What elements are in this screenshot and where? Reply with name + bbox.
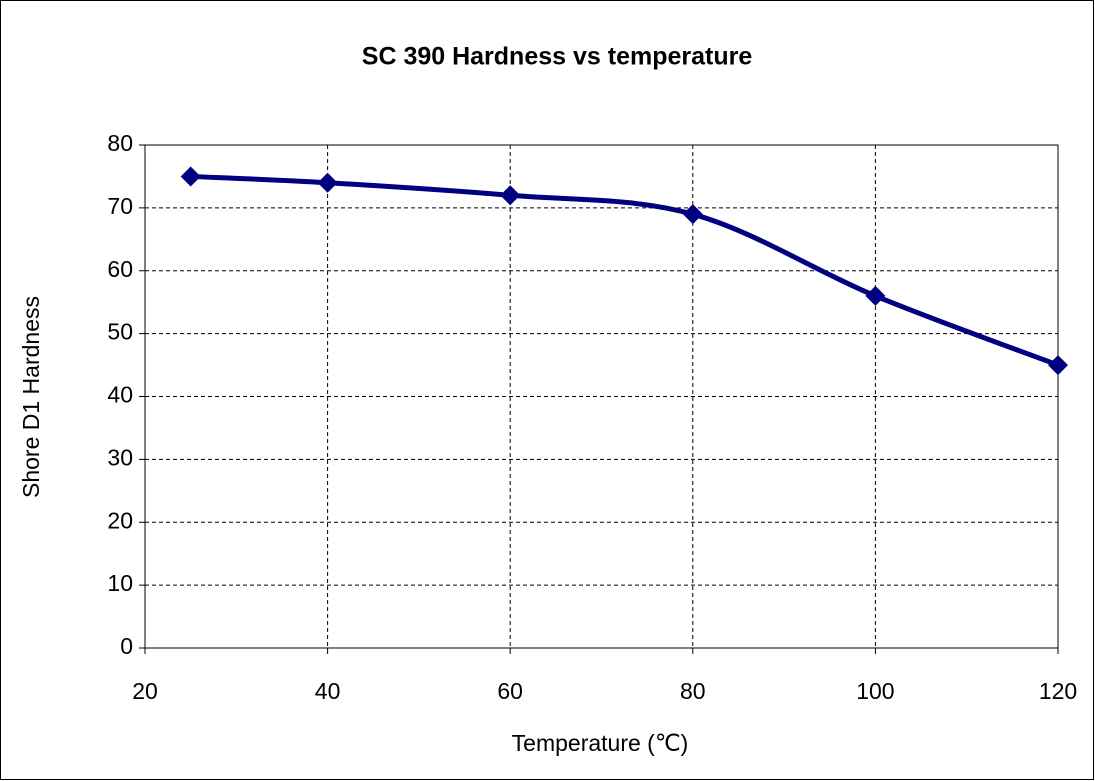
marker	[317, 172, 338, 193]
chart-title: SC 390 Hardness vs temperature	[362, 43, 753, 71]
x-tick-label: 40	[315, 678, 341, 704]
marker	[500, 185, 521, 206]
y-axis-label: Shore D1 Hardness	[18, 296, 44, 498]
y-tick-label: 0	[120, 633, 133, 659]
y-tick-label: 30	[107, 444, 133, 470]
plot-border	[144, 144, 1059, 649]
x-tick-label: 80	[680, 678, 706, 704]
y-tick-label: 20	[107, 507, 133, 533]
y-tick-label: 60	[107, 256, 133, 282]
marker	[180, 166, 201, 187]
x-tick-label: 120	[1039, 678, 1077, 704]
marker	[865, 285, 886, 306]
x-tick-label: 20	[132, 678, 158, 704]
y-tick-label: 10	[107, 570, 133, 596]
x-tick-label: 60	[497, 678, 523, 704]
x-tick-label: 100	[856, 678, 894, 704]
marker	[1048, 355, 1068, 376]
y-tick-label: 50	[107, 319, 133, 345]
y-tick-label: 40	[107, 382, 133, 408]
y-tick-label: 70	[107, 193, 133, 219]
marker	[682, 204, 703, 225]
x-axis-label: Temperature (℃)	[512, 730, 689, 756]
y-tick-label: 80	[107, 130, 133, 156]
